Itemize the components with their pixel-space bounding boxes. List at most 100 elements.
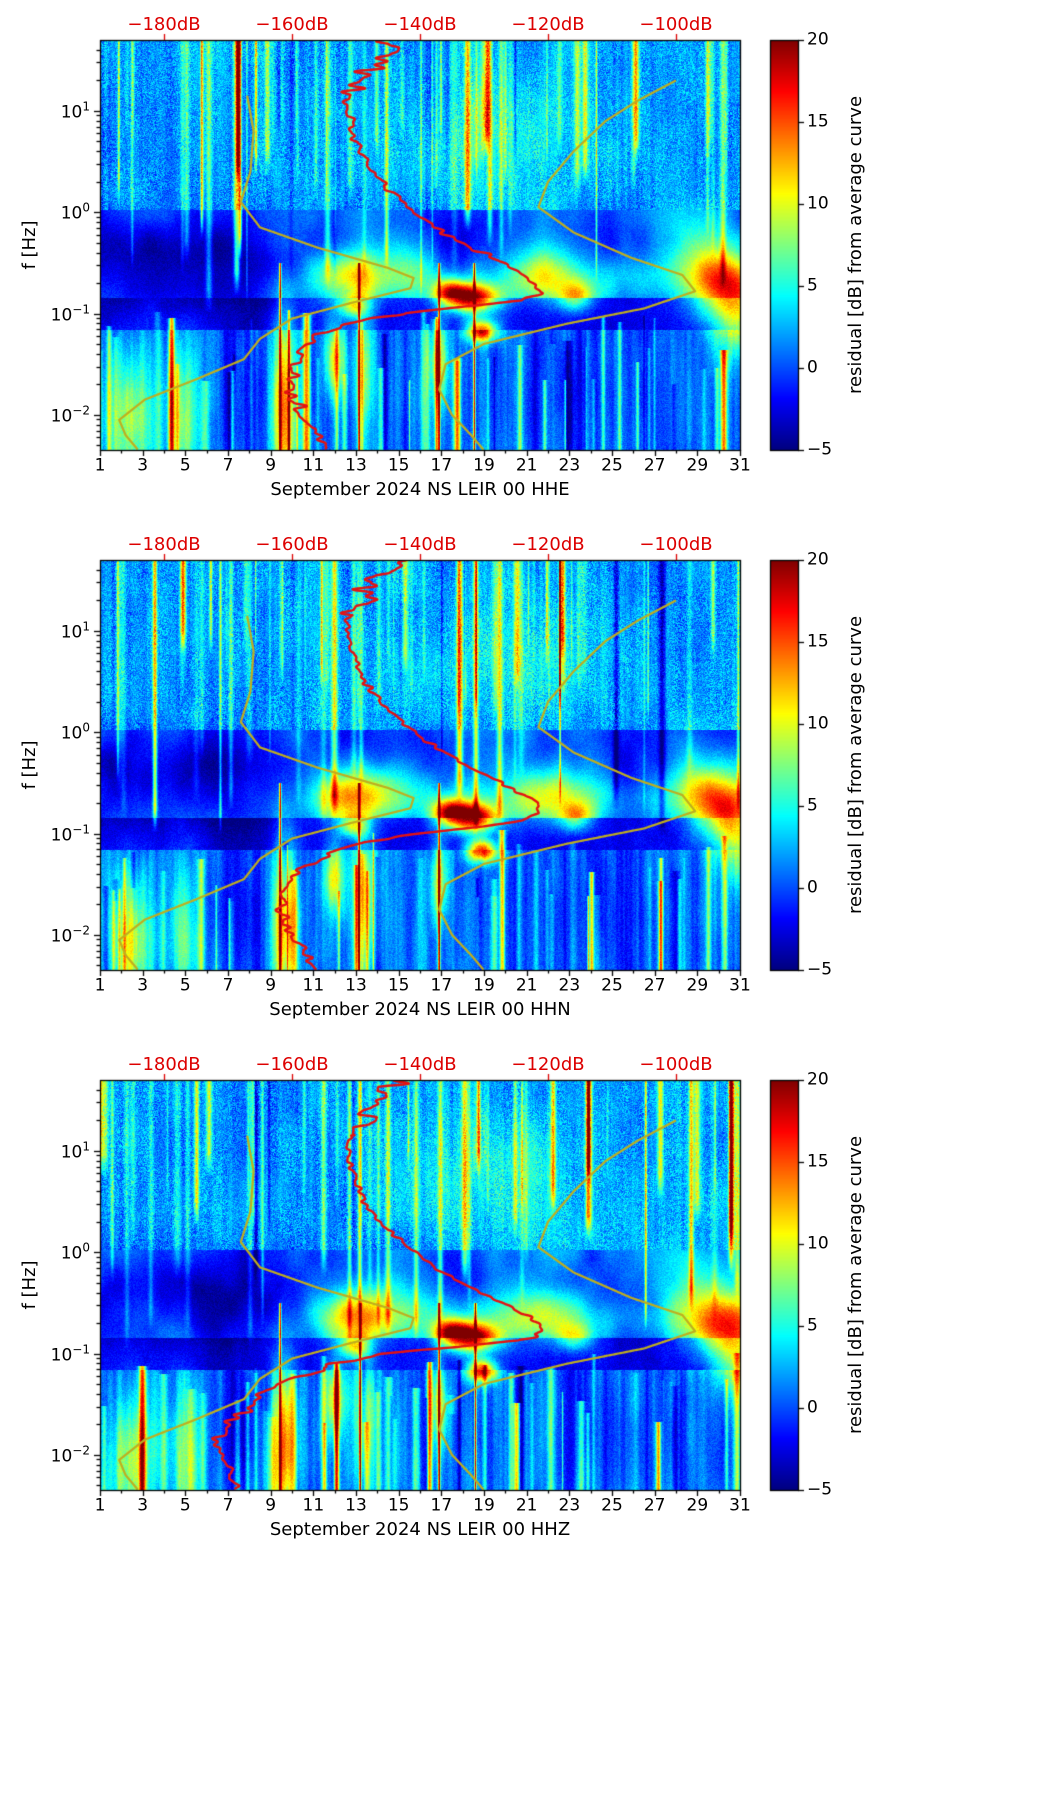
panel-1-top-axis-ticklabel: −180dB [127,14,201,35]
panel-1-x-ticklabel: 3 [137,455,149,476]
panel-1-top-axis-ticklabel: −140dB [383,14,457,35]
panel-3-y-ticklabel: 100 [60,1240,90,1264]
panel-1-x-ticklabel: 7 [222,455,234,476]
panel-1-x-ticklabel: 21 [515,455,538,476]
panel-1-ylabel: f [Hz] [19,220,40,270]
panel-2-y-ticklabel: 10−2 [50,923,90,947]
panel-1-top-axis-ticklabel: −100dB [639,14,713,35]
panel-1-top-axis-ticklabel: −120dB [511,14,585,35]
panel-1-y-ticklabel: 10−1 [50,302,90,325]
panel-2-x-ticklabel: 13 [345,975,367,996]
panel-2-y-ticklabel: 100 [60,720,90,744]
panel-1-y-ticklabel: 10−2 [50,403,90,427]
panel-3-y-ticklabel: 10−2 [50,1443,90,1467]
panel-2-x-ticklabel: 7 [222,975,234,996]
panel-3-top-axis-ticklabel: −100dB [639,1054,713,1075]
panel-3-x-ticklabel: 15 [387,1495,410,1516]
panel-2-colorbar-ticklabel: 15 [807,631,829,652]
panel-3-top-axis-ticklabel: −140dB [383,1054,457,1075]
panel-1-colorbar-ticklabel: 20 [807,29,829,50]
panel-3-x-ticklabel: 5 [179,1495,191,1516]
panel-3-x-ticklabel: 7 [222,1495,234,1516]
panel-1-top-axis-ticklabel: −160dB [255,14,329,35]
panel-1-colorbar-ticklabel: 0 [807,357,818,378]
panel-2-x-ticklabel: 25 [601,975,623,996]
panel-1-x-ticklabel: 23 [558,455,581,476]
panel-2-x-ticklabel: 19 [473,975,495,996]
panel-3-top-axis-ticklabel: −180dB [127,1054,201,1075]
panel-2-x-ticklabel: 17 [430,975,453,996]
panel-3-x-ticklabel: 9 [265,1495,277,1516]
panel-2-colorbar-label: residual [dB] from average curve [845,615,866,915]
panel-1-x-ticklabel: 25 [601,455,623,476]
panel-3-colorbar-ticklabel: 0 [807,1397,818,1418]
panel-1-x-ticklabel: 31 [729,455,751,476]
panel-2-y-ticklabel: 10−1 [50,822,90,845]
panel-2-colorbar-ticklabel: 20 [807,549,829,570]
panel-1-x-ticklabel: 1 [94,455,106,476]
panel-2-x-ticklabel: 11 [302,975,325,996]
panel-2-x-ticklabel: 15 [387,975,410,996]
panel-2-x-ticklabel: 31 [729,975,751,996]
panel-3-colorbar-ticklabel: −5 [807,1479,833,1500]
panel-2-top-axis-ticklabel: −160dB [255,534,329,555]
panel-2-colorbar-ticklabel: 0 [807,877,818,898]
panel-3-colorbar-ticklabel: 20 [807,1069,829,1090]
panel-1-colorbar-ticklabel: 5 [807,275,818,296]
panel-3-x-ticklabel: 23 [558,1495,581,1516]
panel-2-colorbar-ticklabel: 5 [807,795,818,816]
panel-3-xlabel: September 2024 NS LEIR 00 HHZ [269,1519,571,1540]
panel-3-colorbar-ticklabel: 5 [807,1315,818,1336]
panel-2-x-ticklabel: 1 [94,975,106,996]
panel-1-x-ticklabel: 29 [686,455,709,476]
panel-1-x-ticklabel: 17 [430,455,453,476]
panel-3-x-ticklabel: 3 [137,1495,149,1516]
panel-3-y-ticklabel: 101 [60,1139,90,1163]
panel-3-x-ticklabel: 21 [515,1495,538,1516]
panel-2-xlabel: September 2024 NS LEIR 00 HHN [269,999,571,1020]
panel-1-xlabel: September 2024 NS LEIR 00 HHE [270,479,570,500]
panel-1-colorbar-ticklabel: 10 [807,193,829,214]
panel-3-x-ticklabel: 11 [302,1495,325,1516]
panel-1-y-ticklabel: 100 [60,200,90,224]
panel-3-colorbar-label: residual [dB] from average curve [845,1135,866,1435]
panel-2-top-axis-ticklabel: −100dB [639,534,713,555]
panel-1-colorbar-ticklabel: −5 [807,439,833,460]
panel-1-x-ticklabel: 11 [302,455,325,476]
panel-2-ylabel: f [Hz] [19,740,40,790]
panel-1-x-ticklabel: 15 [387,455,410,476]
panel-2-top-axis-ticklabel: −140dB [383,534,457,555]
panel-2-colorbar-ticklabel: −5 [807,959,833,980]
panel-1-x-ticklabel: 9 [265,455,277,476]
panel-3-x-ticklabel: 13 [345,1495,367,1516]
panel-1-x-ticklabel: 13 [345,455,367,476]
panel-3-top-axis-ticklabel: −120dB [511,1054,585,1075]
panel-2-top-axis-ticklabel: −120dB [511,534,585,555]
panel-3-x-ticklabel: 17 [430,1495,453,1516]
panel-3-x-ticklabel: 1 [94,1495,106,1516]
panel-3-y-ticklabel: 10−1 [50,1342,90,1365]
panel-3-colorbar-ticklabel: 15 [807,1151,829,1172]
panel-2-x-ticklabel: 27 [643,975,666,996]
panel-2-x-ticklabel: 21 [515,975,538,996]
panel-2-colorbar-ticklabel: 10 [807,713,829,734]
panel-2-top-axis-ticklabel: −180dB [127,534,201,555]
panel-3-x-ticklabel: 19 [473,1495,495,1516]
panel-2-x-ticklabel: 5 [179,975,191,996]
panel-1-colorbar-label: residual [dB] from average curve [845,95,866,395]
panel-3-x-ticklabel: 29 [686,1495,709,1516]
panel-3-ylabel: f [Hz] [19,1260,40,1310]
panel-3-colorbar-ticklabel: 10 [807,1233,829,1254]
panel-3-x-ticklabel: 31 [729,1495,751,1516]
panel-1-x-ticklabel: 5 [179,455,191,476]
panel-2-x-ticklabel: 23 [558,975,581,996]
panel-2-x-ticklabel: 3 [137,975,149,996]
panel-2-x-ticklabel: 29 [686,975,709,996]
panel-3-x-ticklabel: 25 [601,1495,623,1516]
panel-1-colorbar-ticklabel: 15 [807,111,829,132]
panel-2-y-ticklabel: 101 [60,619,90,643]
panel-1-x-ticklabel: 19 [473,455,495,476]
